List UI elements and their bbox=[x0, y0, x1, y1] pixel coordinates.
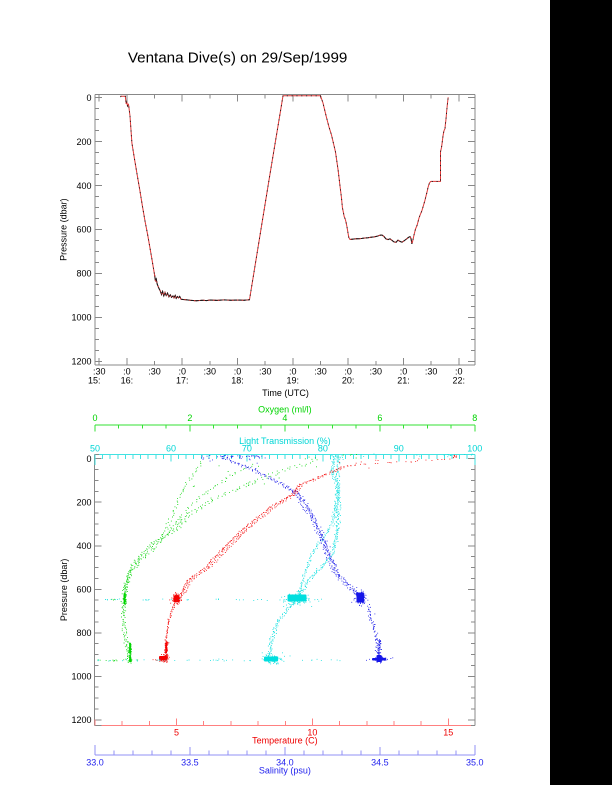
svg-text:80: 80 bbox=[318, 444, 328, 454]
svg-text:400: 400 bbox=[76, 181, 91, 191]
svg-text::0: :0 bbox=[178, 367, 186, 377]
svg-text:70: 70 bbox=[242, 444, 252, 454]
svg-text:800: 800 bbox=[76, 628, 91, 638]
svg-text:400: 400 bbox=[76, 541, 91, 551]
svg-text:33.0: 33.0 bbox=[86, 757, 104, 767]
svg-text::30: :30 bbox=[370, 367, 383, 377]
svg-text:17:: 17: bbox=[176, 375, 189, 385]
svg-text:200: 200 bbox=[76, 497, 91, 507]
svg-text:1200: 1200 bbox=[71, 715, 91, 725]
svg-text::30: :30 bbox=[259, 367, 272, 377]
svg-text:600: 600 bbox=[76, 225, 91, 235]
svg-text:15: 15 bbox=[443, 728, 453, 738]
svg-text:35.0: 35.0 bbox=[466, 757, 484, 767]
svg-text:90: 90 bbox=[394, 444, 404, 454]
svg-text:Temperature (C): Temperature (C) bbox=[252, 735, 318, 745]
svg-text:15:: 15: bbox=[88, 375, 101, 385]
svg-text:4: 4 bbox=[282, 413, 287, 423]
svg-text:Ventana Dive(s) on 29/Sep/1999: Ventana Dive(s) on 29/Sep/1999 bbox=[128, 50, 348, 67]
svg-text::0: :0 bbox=[344, 367, 352, 377]
svg-text:1000: 1000 bbox=[71, 672, 91, 682]
svg-text:5: 5 bbox=[174, 728, 179, 738]
svg-text:33.5: 33.5 bbox=[181, 757, 199, 767]
svg-text::30: :30 bbox=[204, 367, 217, 377]
svg-text:2: 2 bbox=[187, 413, 192, 423]
svg-text::0: :0 bbox=[234, 367, 242, 377]
svg-text:21:: 21: bbox=[397, 375, 410, 385]
svg-text:0: 0 bbox=[86, 93, 91, 103]
svg-text:600: 600 bbox=[76, 584, 91, 594]
svg-text:10: 10 bbox=[307, 728, 317, 738]
svg-text:Pressure (dbar): Pressure (dbar) bbox=[59, 559, 69, 622]
svg-text:Oxygen (ml/l): Oxygen (ml/l) bbox=[258, 405, 312, 415]
svg-text:34.5: 34.5 bbox=[371, 757, 389, 767]
svg-text::30: :30 bbox=[148, 367, 161, 377]
svg-text:0: 0 bbox=[92, 413, 97, 423]
svg-text:20:: 20: bbox=[342, 375, 355, 385]
svg-text:1000: 1000 bbox=[71, 313, 91, 323]
svg-text:Salinity (psu): Salinity (psu) bbox=[259, 765, 311, 775]
svg-text::30: :30 bbox=[425, 367, 438, 377]
svg-text:Pressure (dbar): Pressure (dbar) bbox=[59, 198, 69, 261]
svg-text:100: 100 bbox=[467, 444, 482, 454]
svg-text:60: 60 bbox=[166, 444, 176, 454]
svg-text:0: 0 bbox=[86, 454, 91, 464]
svg-text::30: :30 bbox=[93, 367, 106, 377]
svg-text:800: 800 bbox=[76, 269, 91, 279]
svg-text:6: 6 bbox=[377, 413, 382, 423]
svg-text:34.0: 34.0 bbox=[276, 757, 294, 767]
svg-text:19:: 19: bbox=[287, 375, 300, 385]
svg-text::0: :0 bbox=[455, 367, 463, 377]
svg-text:18:: 18: bbox=[231, 375, 244, 385]
svg-text:22:: 22: bbox=[453, 375, 466, 385]
svg-text::0: :0 bbox=[400, 367, 408, 377]
svg-text::0: :0 bbox=[289, 367, 297, 377]
svg-text:50: 50 bbox=[90, 444, 100, 454]
svg-text:Light Transmission (%): Light Transmission (%) bbox=[239, 436, 331, 446]
svg-text:8: 8 bbox=[472, 413, 477, 423]
svg-text:200: 200 bbox=[76, 137, 91, 147]
svg-text::30: :30 bbox=[314, 367, 327, 377]
svg-text::0: :0 bbox=[123, 367, 131, 377]
svg-text:Time (UTC): Time (UTC) bbox=[262, 388, 309, 398]
svg-text:16:: 16: bbox=[121, 375, 134, 385]
svg-text:1200: 1200 bbox=[71, 357, 91, 367]
